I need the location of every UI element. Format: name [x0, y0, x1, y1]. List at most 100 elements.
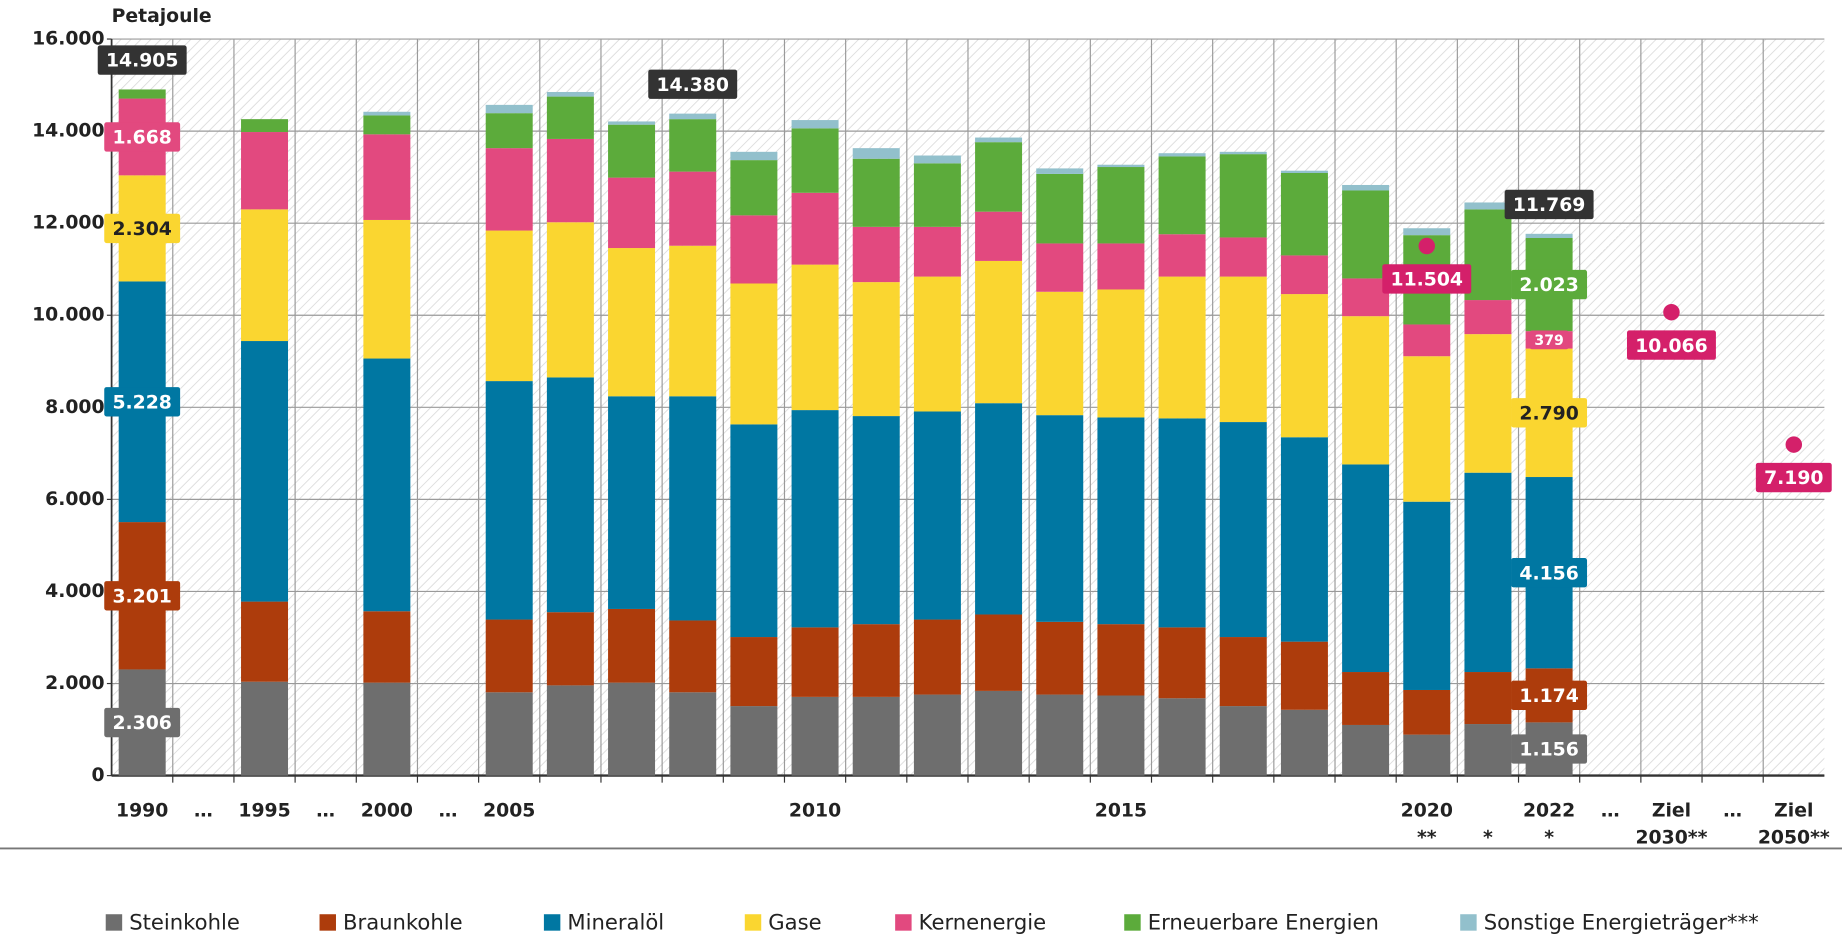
- bar-segment: [1036, 168, 1084, 174]
- x-tick-label: *: [1544, 827, 1554, 848]
- bar-segment: [1280, 641, 1328, 710]
- x-tick-label: 2022: [1523, 800, 1575, 821]
- bar-segment: [1342, 464, 1390, 673]
- total-label-text: 14.380: [656, 75, 728, 96]
- legend-swatch: [319, 914, 336, 931]
- target-label-box: [1755, 462, 1832, 493]
- total-label-text: 14.905: [106, 51, 178, 72]
- target-label-text: 10.066: [1635, 336, 1707, 357]
- bar-segment: [1403, 324, 1451, 357]
- x-tick-label: *: [1483, 827, 1493, 848]
- legend-label: Steinkohle: [129, 910, 240, 935]
- bar-segment: [1219, 154, 1267, 238]
- target-dot: [1418, 237, 1435, 255]
- bar-segment: [852, 624, 900, 697]
- bar-segment: [1158, 276, 1206, 419]
- bar-segment: [1158, 153, 1206, 157]
- data-label-text: 1.668: [112, 128, 171, 149]
- bar-segment: [913, 226, 961, 277]
- legend-label: Kernenergie: [919, 910, 1046, 935]
- bar-segment: [1036, 291, 1084, 416]
- bar-segment: [363, 611, 411, 683]
- data-label-box: [1511, 269, 1588, 300]
- total-label-box: [648, 69, 738, 99]
- bar-segment: [608, 396, 656, 609]
- bar-segment: [669, 692, 717, 776]
- bar-segment: [1403, 689, 1451, 735]
- bar-segment: [546, 222, 594, 378]
- bar-segment: [1403, 501, 1451, 690]
- data-label-box: [104, 387, 181, 417]
- bar-segment: [485, 148, 533, 231]
- x-tick-label: …: [439, 800, 458, 821]
- bar-segment: [1036, 415, 1084, 622]
- bar-segment: [608, 121, 656, 125]
- legend-swatch: [1124, 914, 1141, 931]
- bar-segment: [546, 91, 594, 97]
- total-label-box: [97, 45, 187, 75]
- y-tick-label: 8.000: [45, 397, 104, 418]
- bar-segment: [913, 276, 961, 412]
- bar-segment: [363, 358, 411, 612]
- x-tick-label: 2020: [1401, 800, 1453, 821]
- data-label-text: 2.023: [1519, 275, 1578, 296]
- bar-segment: [913, 411, 961, 620]
- bar-segment: [1403, 356, 1451, 502]
- bar-segment: [975, 690, 1023, 776]
- bar-segment: [1280, 709, 1328, 776]
- bar-segment: [363, 115, 411, 135]
- x-tick-label: 2010: [789, 800, 841, 821]
- bar-segment: [1097, 167, 1145, 244]
- bar-segment: [1158, 418, 1206, 628]
- legend-label: Braunkohle: [343, 910, 463, 935]
- x-tick-label: 2050**: [1758, 827, 1830, 848]
- bar-segment: [1219, 637, 1267, 707]
- bar-segment: [791, 410, 839, 628]
- legend-swatch: [895, 914, 912, 931]
- bar-segment: [1280, 170, 1328, 174]
- bar-segment: [1158, 627, 1206, 699]
- data-label: 5.228: [104, 387, 181, 417]
- data-label-box: [104, 707, 181, 738]
- bar-segment: [791, 264, 839, 411]
- bar-segment: [730, 215, 778, 284]
- total-label: 11.769: [1504, 189, 1594, 220]
- x-tick-label: …: [316, 800, 335, 821]
- bar-segment: [1097, 289, 1145, 418]
- x-tick-label: 1990: [116, 800, 168, 821]
- bar-segment: [546, 685, 594, 776]
- data-label: 2.790: [1511, 398, 1588, 428]
- legend-label: Sonstige Energieträger***: [1484, 910, 1759, 935]
- data-label: 1.156: [1511, 734, 1588, 764]
- bar-segment: [363, 134, 411, 220]
- bar-segment: [1219, 422, 1267, 638]
- bar-segment: [1036, 243, 1084, 292]
- bar-segment: [363, 219, 411, 359]
- bar-segment: [546, 377, 594, 613]
- bar-segment: [1525, 233, 1573, 239]
- y-axis-label: Petajoule: [112, 6, 212, 27]
- bar-segment: [852, 416, 900, 625]
- y-tick-label: 2.000: [45, 673, 104, 694]
- bar-segment: [913, 619, 961, 695]
- bar-segment: [1464, 334, 1512, 473]
- y-tick-label: 4.000: [45, 581, 104, 602]
- legend-swatch: [1460, 914, 1477, 931]
- x-tick-label: **: [1417, 827, 1437, 848]
- bar-segment: [852, 226, 900, 283]
- bar-segment: [1342, 278, 1390, 317]
- bar-segment: [1036, 621, 1084, 695]
- bar-segment: [241, 132, 289, 210]
- x-tick-label: …: [1601, 800, 1620, 821]
- bar-segment: [791, 128, 839, 193]
- target-label: 10.066: [1626, 330, 1716, 360]
- bar-segment: [1403, 228, 1451, 236]
- target-label-box: [1382, 264, 1472, 294]
- bar-segment: [852, 148, 900, 159]
- bar-segment: [1464, 300, 1512, 335]
- total-label-box: [1504, 189, 1594, 220]
- y-tick-label: 14.000: [32, 121, 104, 142]
- legend-swatch: [744, 914, 762, 931]
- bar-segment: [913, 163, 961, 227]
